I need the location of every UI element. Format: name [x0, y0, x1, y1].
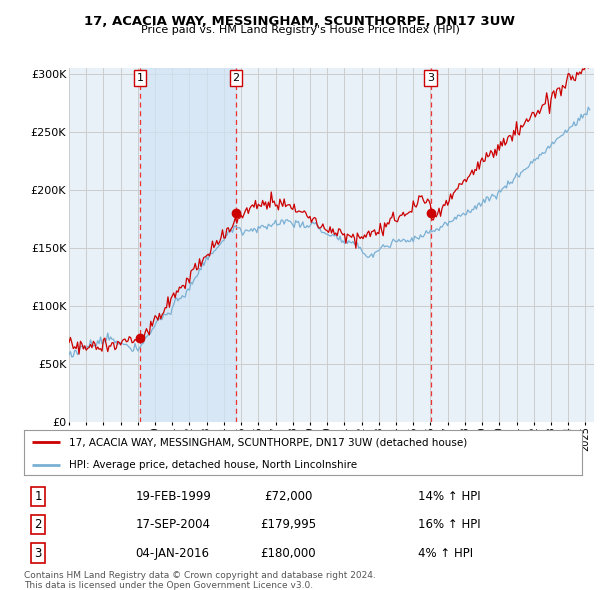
Text: 17-SEP-2004: 17-SEP-2004 [136, 518, 211, 531]
Text: 3: 3 [427, 73, 434, 83]
Text: £179,995: £179,995 [260, 518, 316, 531]
Text: HPI: Average price, detached house, North Lincolnshire: HPI: Average price, detached house, Nort… [68, 460, 357, 470]
Text: 4% ↑ HPI: 4% ↑ HPI [418, 547, 473, 560]
Text: £72,000: £72,000 [264, 490, 313, 503]
Text: 2: 2 [35, 518, 42, 531]
Text: 1: 1 [35, 490, 42, 503]
Text: 14% ↑ HPI: 14% ↑ HPI [418, 490, 480, 503]
Text: 1: 1 [136, 73, 143, 83]
Text: Price paid vs. HM Land Registry's House Price Index (HPI): Price paid vs. HM Land Registry's House … [140, 25, 460, 35]
Text: 2: 2 [233, 73, 240, 83]
Text: 16% ↑ HPI: 16% ↑ HPI [418, 518, 480, 531]
Text: 19-FEB-1999: 19-FEB-1999 [136, 490, 211, 503]
Text: This data is licensed under the Open Government Licence v3.0.: This data is licensed under the Open Gov… [24, 581, 313, 589]
Bar [236, 68, 431, 422]
Text: 3: 3 [35, 547, 42, 560]
Bar [140, 68, 236, 422]
Text: Contains HM Land Registry data © Crown copyright and database right 2024.: Contains HM Land Registry data © Crown c… [24, 571, 376, 579]
Text: £180,000: £180,000 [260, 547, 316, 560]
Text: 17, ACACIA WAY, MESSINGHAM, SCUNTHORPE, DN17 3UW: 17, ACACIA WAY, MESSINGHAM, SCUNTHORPE, … [85, 15, 515, 28]
Text: 04-JAN-2016: 04-JAN-2016 [136, 547, 209, 560]
Text: 17, ACACIA WAY, MESSINGHAM, SCUNTHORPE, DN17 3UW (detached house): 17, ACACIA WAY, MESSINGHAM, SCUNTHORPE, … [68, 437, 467, 447]
